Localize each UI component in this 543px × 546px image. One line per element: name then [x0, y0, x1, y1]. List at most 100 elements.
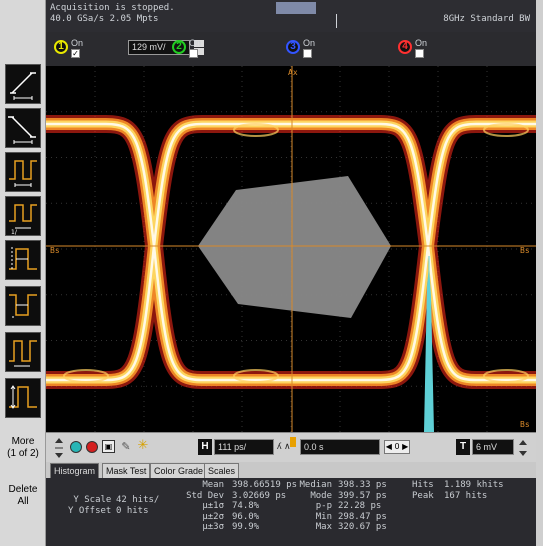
stat-value: 99.9% — [232, 522, 260, 533]
channel-1-on-checkbox[interactable]: ✓ — [71, 49, 80, 58]
y-scale-value: 42 hits/ — [116, 495, 160, 505]
tab-histogram[interactable]: Histogram — [50, 463, 100, 478]
delete-all-button[interactable]: Delete All — [3, 484, 43, 508]
y-offset-value: 0 hits — [116, 505, 149, 516]
channel-2-badge[interactable]: 2 — [172, 40, 186, 54]
stat-label: μ±3σ — [202, 522, 224, 533]
tab-scales[interactable]: Scales — [204, 463, 240, 478]
timebase-field[interactable]: 111 ps/ — [214, 439, 274, 455]
scale-up-icon[interactable] — [194, 40, 204, 47]
stat-value: 22.28 ps — [338, 501, 382, 512]
eye-diagram-display[interactable]: Ax Bs Bs Bs — [46, 66, 536, 432]
right-edge-strip — [536, 0, 543, 546]
trigger-level-field[interactable]: 6 mV — [472, 439, 514, 455]
positive-width-tool[interactable] — [5, 240, 41, 280]
stop-icon[interactable] — [86, 441, 98, 453]
delay-field[interactable]: 0.0 s — [300, 439, 380, 455]
stat-label: Min — [315, 511, 332, 522]
amplitude-icon — [9, 385, 37, 409]
hits-value: 1.189 khits — [444, 480, 504, 490]
stat-label: μ±1σ — [202, 501, 224, 512]
marker-top-label: Ax — [288, 68, 298, 77]
frequency-tool[interactable]: 1/ — [5, 196, 41, 236]
run-icon[interactable] — [70, 441, 82, 453]
fall-time-tool[interactable] — [5, 108, 41, 148]
channel-4-on-checkbox[interactable] — [415, 49, 424, 58]
marker-bottom-right-label: Bs — [520, 420, 530, 429]
scale-values: 42 hits/ 0 hits — [116, 495, 159, 516]
rail-ripple — [233, 123, 279, 137]
channel-4-on-label: On — [415, 38, 428, 48]
rise-time-tool[interactable] — [5, 64, 41, 104]
stats-right-values: 398.33 ps 399.57 ps 22.28 ps 298.47 ps 3… — [338, 480, 387, 533]
scale-down-icon[interactable] — [194, 48, 204, 55]
negative-width-tool[interactable] — [5, 286, 41, 326]
channel-2-on-label: On — [189, 38, 202, 48]
trigger-spinner-icon — [519, 440, 527, 456]
amplitude-tool[interactable] — [5, 378, 41, 418]
tab-color-grade[interactable]: Color Grade — [150, 463, 208, 478]
stat-label: Max — [315, 522, 332, 533]
stat-value: 398.33 ps — [338, 480, 387, 490]
vertical-spinner[interactable] — [54, 437, 64, 459]
stat-label: Mode — [310, 490, 332, 501]
control-row: ▣ ✎ ✳ H 111 ps/ ʎ ∧ 0.0 s ◀ 0 ▶ T 6 mV — [46, 432, 536, 462]
hits-label: Hits — [412, 480, 434, 490]
channel-3-on-label: On — [303, 38, 316, 48]
acquisition-state: Acquisition is stopped. — [50, 3, 175, 13]
clear-display-icon[interactable]: ✎ — [121, 440, 131, 453]
marker-left-label: Bs — [50, 246, 60, 255]
analysis-tabs: Histogram Mask Test Color Grade Scales — [46, 462, 536, 478]
measurement-toolbar: 1/ More (1 of 2) Delete All — [0, 0, 46, 546]
channel-1-badge[interactable]: 1 — [54, 40, 68, 54]
duty-cycle-tool[interactable] — [5, 332, 41, 372]
rail-ripple — [483, 369, 529, 383]
delay-marker-icon — [290, 437, 296, 447]
trigger-level-spinner[interactable] — [518, 439, 528, 457]
delay-step-buttons[interactable]: ◀ 0 ▶ — [384, 440, 410, 454]
channel-3-on-checkbox[interactable] — [303, 49, 312, 58]
more-button[interactable]: More (1 of 2) — [3, 436, 43, 460]
more-page-label: (1 of 2) — [7, 448, 39, 459]
stat-value: 298.47 ps — [338, 511, 387, 522]
waveform-overview-thumbnail[interactable] — [276, 2, 316, 14]
channel-3-badge[interactable]: 3 — [286, 40, 300, 54]
tab-mask-test[interactable]: Mask Test — [102, 463, 151, 478]
frequency-icon: 1/ — [9, 204, 37, 236]
period-tool[interactable] — [5, 152, 41, 192]
spinner-arrows-icon — [55, 438, 63, 458]
hits-labels: Hits Peak — [412, 480, 434, 501]
timebase-knob-icon[interactable]: ʎ ∧ — [277, 441, 291, 451]
positive-width-icon — [9, 247, 37, 271]
stat-value: 399.57 ps — [338, 490, 387, 501]
sample-rate-memory: 40.0 GSa/s 2.05 Mpts — [50, 14, 159, 24]
channel-1-on-label: On — [71, 38, 84, 48]
channel-4-badge[interactable]: 4 — [398, 40, 412, 54]
peak-label: Peak — [412, 490, 434, 501]
channel-2-on-checkbox[interactable] — [189, 49, 198, 58]
stat-value: 398.66519 ps — [232, 480, 298, 490]
y-offset-label: Y Offset — [68, 505, 112, 516]
stats-left-values: 398.66519 ps 3.02669 ps 74.8% 96.0% 99.9… — [232, 480, 297, 533]
channel-1-scale-spinner[interactable] — [194, 40, 204, 55]
channel-bar: 1 On ✓ 129 mV/ 2 On 3 On 4 On — [46, 32, 536, 66]
fall-time-icon — [8, 116, 36, 144]
negative-width-icon — [9, 294, 37, 318]
delete-all-label: All — [17, 496, 29, 507]
y-scale-label: Y Scale — [73, 495, 112, 505]
single-acquisition-icon[interactable]: ▣ — [102, 440, 115, 453]
scale-labels: Y Scale Y Offset — [68, 495, 111, 516]
horizontal-badge[interactable]: H — [198, 439, 212, 455]
delete-label: Delete — [8, 484, 38, 495]
overview-position-marker — [336, 14, 337, 28]
rail-ripple — [483, 123, 529, 137]
stat-value: 3.02669 ps — [232, 490, 287, 501]
rail-ripple — [63, 369, 109, 383]
stat-label: Std Dev — [186, 490, 224, 501]
autoscale-icon[interactable]: ✳ — [137, 438, 149, 453]
stat-value: 320.67 ps — [338, 522, 387, 533]
eye-trace-core — [46, 122, 536, 382]
trigger-badge[interactable]: T — [456, 439, 470, 455]
stat-label: μ±2σ — [202, 511, 224, 522]
stat-value: 96.0% — [232, 511, 260, 522]
